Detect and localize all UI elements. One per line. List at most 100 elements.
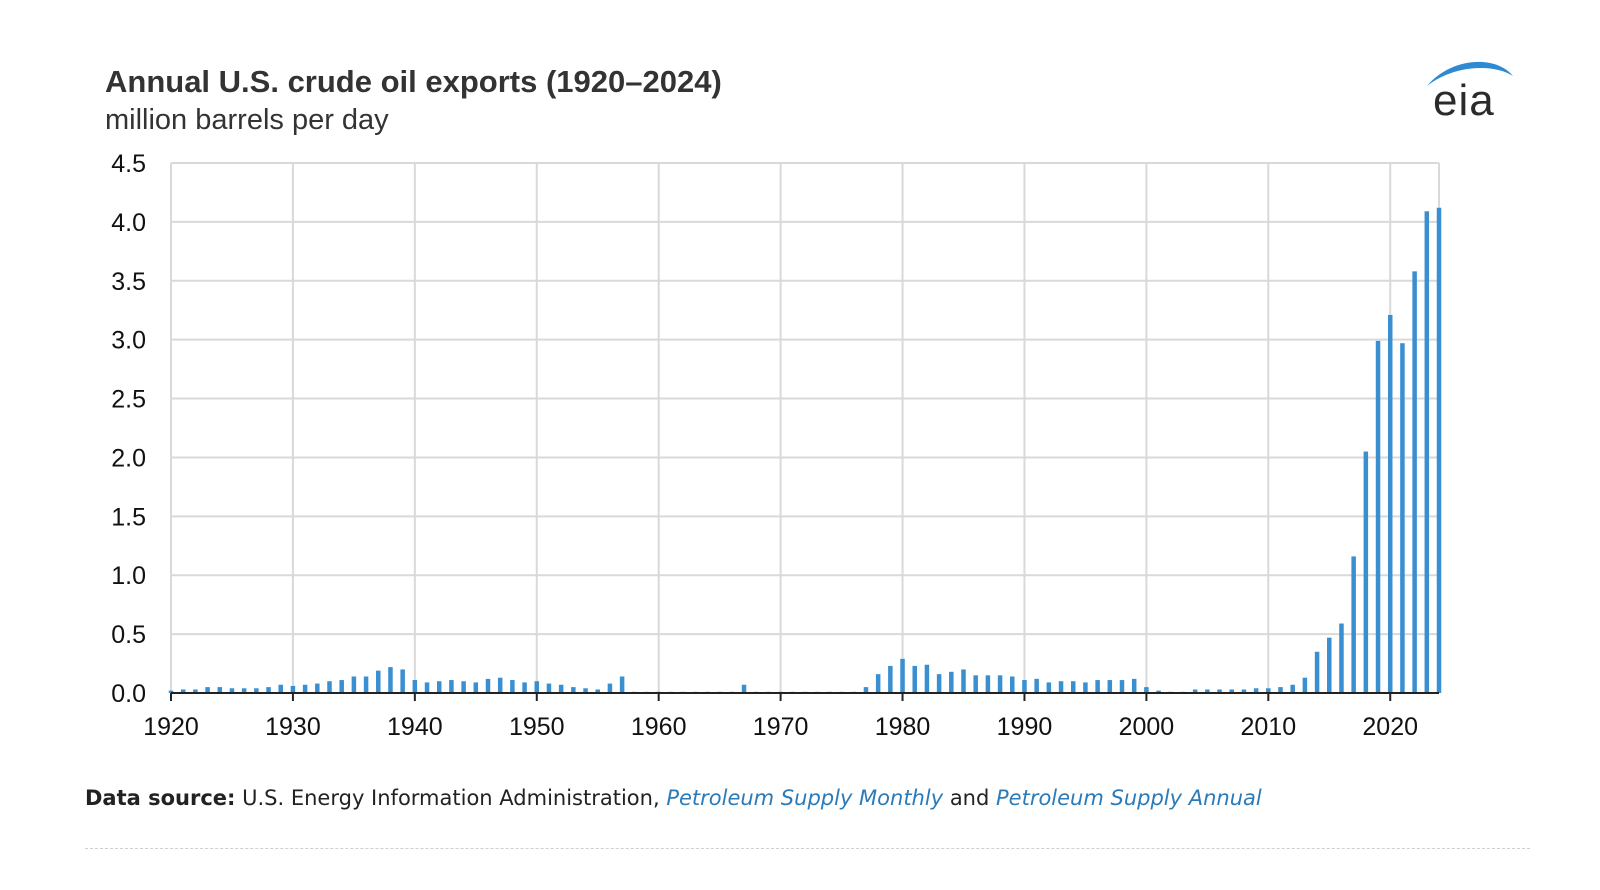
- bar-2019: [1375, 340, 1381, 693]
- bar-1942: [436, 681, 442, 693]
- x-tick-label: 1960: [631, 713, 687, 741]
- bar-1923: [205, 687, 210, 693]
- bar-2020: [1387, 314, 1393, 693]
- bar-1989: [1010, 676, 1015, 693]
- bar-1922: [193, 689, 198, 693]
- bar-1998: [1119, 680, 1125, 693]
- bar-2014: [1314, 651, 1320, 693]
- bar-1982: [924, 664, 930, 693]
- bar-1924: [217, 687, 223, 693]
- bar-1932: [315, 683, 320, 693]
- chart-title: Annual U.S. crude oil exports (1920–2024…: [105, 64, 722, 99]
- bar-1991: [1034, 678, 1039, 693]
- bar-1940: [412, 680, 418, 693]
- bar-1992: [1046, 682, 1052, 693]
- bar-2015: [1327, 637, 1332, 693]
- y-tick-label: 2.5: [111, 386, 146, 414]
- x-tick-label: 1970: [753, 713, 809, 741]
- chart-grid: [170, 162, 1440, 694]
- bar-1984: [949, 671, 954, 693]
- y-tick-label: 4.5: [111, 150, 146, 178]
- bar-1952: [558, 684, 564, 693]
- bar-1988: [997, 675, 1003, 693]
- bar-1920: [168, 690, 174, 693]
- bar-1921: [180, 689, 186, 693]
- x-tick-label: 1920: [143, 713, 199, 741]
- bar-1938: [388, 667, 393, 693]
- bar-1931: [302, 684, 308, 693]
- bar-1977: [863, 687, 869, 693]
- bar-1947: [497, 677, 503, 693]
- bar-2011: [1278, 687, 1283, 693]
- bar-chart: 0.00.51.01.52.02.53.03.54.04.5 1920 1930 1…: [111, 150, 1442, 741]
- bar-1994: [1070, 681, 1076, 693]
- footer-divider: [85, 848, 1530, 849]
- bar-2009: [1253, 688, 1259, 693]
- bar-2010: [1266, 688, 1271, 693]
- y-axis-ticks: 0.0 0.5 1.0 1.5 2.0 2.5 3.0 3.5 4.0 4.5: [111, 150, 146, 708]
- y-tick-label: 1.0: [111, 562, 146, 590]
- bar-1946: [485, 678, 491, 693]
- x-tick-label: 1940: [387, 713, 443, 741]
- bar-1979: [888, 665, 893, 693]
- eia-logo: eia: [1425, 54, 1515, 125]
- bar-1944: [461, 681, 466, 693]
- y-tick-label: 4.0: [111, 209, 146, 237]
- bar-1929: [278, 684, 283, 693]
- bar-1980: [900, 658, 905, 693]
- bar-2013: [1302, 677, 1308, 693]
- bar-1928: [266, 687, 271, 693]
- bar-2004: [1192, 689, 1198, 693]
- bar-1995: [1083, 682, 1088, 693]
- x-tick-label: 1930: [265, 713, 321, 741]
- bar-1956: [607, 683, 613, 693]
- bar-1983: [936, 674, 942, 693]
- bar-1953: [571, 687, 576, 693]
- bar-1933: [327, 681, 332, 693]
- bar-1943: [449, 680, 454, 693]
- bar-2000: [1144, 687, 1149, 693]
- bar-1936: [363, 676, 369, 693]
- bar-1999: [1131, 678, 1137, 693]
- chart-subtitle: million barrels per day: [105, 104, 389, 136]
- bar-1954: [583, 688, 588, 693]
- x-tick-label: 1990: [997, 713, 1053, 741]
- bar-1939: [400, 669, 405, 693]
- y-tick-label: 3.5: [111, 268, 146, 296]
- bar-1941: [424, 682, 430, 693]
- bar-2023: [1424, 211, 1430, 694]
- bar-2018: [1363, 451, 1369, 693]
- source-link-psm[interactable]: Petroleum Supply Monthly: [666, 786, 944, 810]
- bar-1926: [241, 688, 247, 693]
- bar-1996: [1095, 680, 1100, 693]
- bar-1937: [376, 670, 381, 693]
- bar-2022: [1412, 271, 1417, 693]
- bar-2016: [1339, 623, 1344, 693]
- bar-2006: [1217, 689, 1222, 693]
- bar-1925: [229, 688, 235, 693]
- chart-bars: [168, 207, 1442, 694]
- x-axis-ticks: 1920 1930 1940 1950 1960 1970 1980 1990 2000 2010…: [143, 693, 1418, 741]
- y-tick-label: 1.5: [111, 503, 146, 531]
- bar-2024: [1436, 207, 1442, 693]
- bar-1993: [1058, 681, 1064, 693]
- logo-text: eia: [1433, 76, 1495, 125]
- bar-2012: [1290, 684, 1295, 693]
- y-tick-label: 0.0: [111, 680, 146, 708]
- bar-1935: [351, 676, 357, 693]
- bar-1967: [741, 684, 747, 693]
- source-text: U.S. Energy Information Administration,: [235, 786, 667, 810]
- bar-2001: [1156, 690, 1161, 693]
- bar-2021: [1400, 343, 1405, 693]
- y-tick-label: 2.0: [111, 444, 146, 472]
- bar-1978: [875, 674, 881, 693]
- y-tick-label: 3.0: [111, 327, 146, 355]
- source-link-psa[interactable]: Petroleum Supply Annual: [996, 786, 1262, 810]
- bar-1949: [522, 682, 527, 693]
- bar-1927: [254, 688, 259, 693]
- bar-1986: [973, 675, 978, 693]
- bar-1957: [619, 676, 625, 693]
- bar-1981: [912, 665, 917, 693]
- source-label: Data source:: [85, 786, 236, 810]
- bar-1951: [546, 683, 552, 693]
